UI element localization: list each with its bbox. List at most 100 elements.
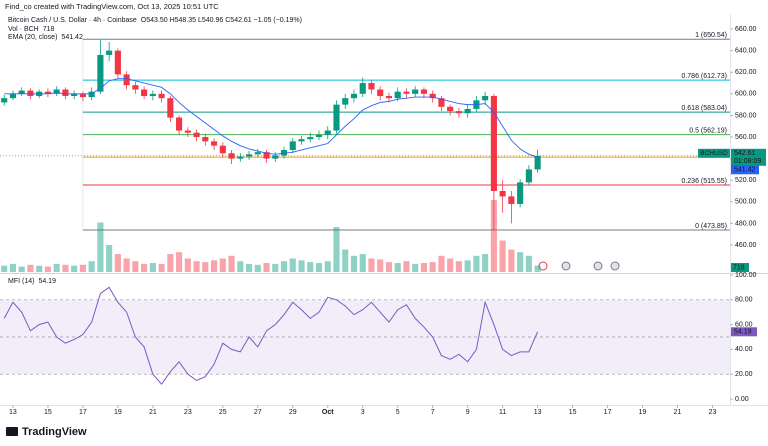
volume-bar	[237, 261, 244, 272]
candle-body	[482, 95, 489, 101]
credit: Find_co created with TradingView.com, Oc…	[5, 2, 219, 11]
candle-body	[420, 89, 427, 94]
mfi-legend: MFI (14)	[8, 278, 34, 285]
x-tick-label: 5	[396, 409, 400, 416]
candle-body	[342, 98, 349, 105]
candle-body	[167, 98, 174, 118]
fib-label: 0.5 (562.19)	[689, 127, 727, 134]
ema-line	[4, 78, 538, 158]
candle-body	[44, 91, 51, 94]
candle-body	[237, 156, 244, 159]
candle-body	[193, 132, 200, 138]
logo-mark	[6, 427, 18, 436]
candle-body	[324, 130, 331, 135]
volume-bar	[280, 261, 288, 272]
mfi-value: 54.19	[38, 278, 56, 285]
candle-body	[176, 117, 183, 131]
volume-bar	[298, 260, 305, 272]
volume-bar	[18, 266, 25, 272]
x-tick-label: 21	[149, 409, 157, 416]
volume-bar	[44, 266, 51, 272]
volume-bar	[473, 255, 480, 272]
volume-bar	[228, 255, 235, 272]
y-tick-label: 460.00	[735, 242, 757, 249]
ema-value: 541.42	[61, 34, 83, 41]
y-tick-label: 560.00	[735, 134, 757, 141]
x-tick-label: 25	[219, 409, 227, 416]
x-tick-label: 13	[9, 409, 17, 416]
candle-body	[184, 130, 191, 133]
volume-value: 718	[43, 26, 55, 33]
x-tick-label: 13	[534, 409, 542, 416]
volume-bar	[447, 258, 454, 272]
candle-body	[132, 85, 139, 90]
candle-body	[18, 90, 25, 94]
candle-body	[333, 104, 340, 131]
candle-body	[377, 89, 384, 96]
volume-bar	[508, 249, 515, 272]
volume-bar	[114, 254, 121, 272]
volume-bar	[219, 258, 226, 272]
candle-body	[62, 89, 69, 96]
volume-bar	[412, 263, 419, 272]
x-tick-label: 11	[499, 409, 506, 416]
volume-bar	[36, 265, 43, 272]
y-tick-label: 40.00	[735, 346, 753, 353]
chart-title: Bitcoin Cash / U.S. Dollar · 4h · Coinba…	[8, 17, 137, 24]
x-tick-label: 17	[79, 409, 87, 416]
x-tick-label: 29	[289, 409, 297, 416]
x-tick-label: 7	[431, 409, 435, 416]
volume-bar	[394, 263, 401, 272]
volume-bar	[289, 258, 296, 272]
event-icon	[610, 261, 620, 271]
volume-bar	[202, 262, 209, 272]
candle-body	[106, 50, 113, 55]
candle-body	[455, 111, 462, 114]
candle-body	[254, 152, 261, 155]
y-tick-label: 600.00	[735, 91, 757, 98]
x-tick-label: 9	[466, 409, 470, 416]
volume-bar	[149, 263, 156, 272]
y-tick-label: 100.00	[735, 272, 757, 279]
x-tick-label: 3	[361, 409, 365, 416]
x-tick-label: Oct	[322, 409, 334, 416]
candle-body	[245, 154, 253, 157]
y-tick-label: 80.00	[735, 297, 753, 304]
volume-value-box	[731, 263, 749, 272]
volume-bar	[53, 263, 60, 272]
candle-body	[88, 91, 95, 98]
volume-bar	[455, 261, 462, 272]
candle-body	[359, 83, 366, 94]
candle-body	[289, 141, 296, 150]
candle-body	[315, 134, 323, 138]
candle-body	[71, 93, 78, 96]
volume-bar	[525, 255, 532, 272]
candle-body	[525, 169, 532, 183]
candle-body	[114, 50, 121, 75]
x-tick-label: 23	[184, 409, 192, 416]
candle-body	[490, 95, 497, 192]
candle-body	[202, 137, 209, 142]
volume-bar	[97, 222, 104, 272]
candle-body	[27, 90, 34, 96]
volume-bar	[350, 255, 358, 272]
y-tick-label: 520.00	[735, 177, 757, 184]
candle-body	[412, 89, 419, 94]
volume-bar	[1, 265, 8, 272]
candle-body	[211, 141, 218, 146]
y-tick-label: 640.00	[735, 47, 757, 54]
volume-bar	[420, 263, 427, 272]
fib-label: 0.236 (515.55)	[681, 178, 727, 185]
candle-body	[447, 106, 454, 112]
volume-bar	[534, 265, 541, 272]
candle-body	[394, 91, 401, 99]
candle-body	[123, 74, 130, 86]
volume-bar	[438, 255, 445, 272]
candle-body	[499, 191, 506, 197]
candle-body	[1, 98, 8, 103]
event-icon	[561, 261, 571, 271]
x-tick-label: 19	[639, 409, 647, 416]
volume-bar	[158, 263, 165, 272]
volume-bar	[79, 264, 86, 272]
candle-body	[158, 93, 165, 99]
